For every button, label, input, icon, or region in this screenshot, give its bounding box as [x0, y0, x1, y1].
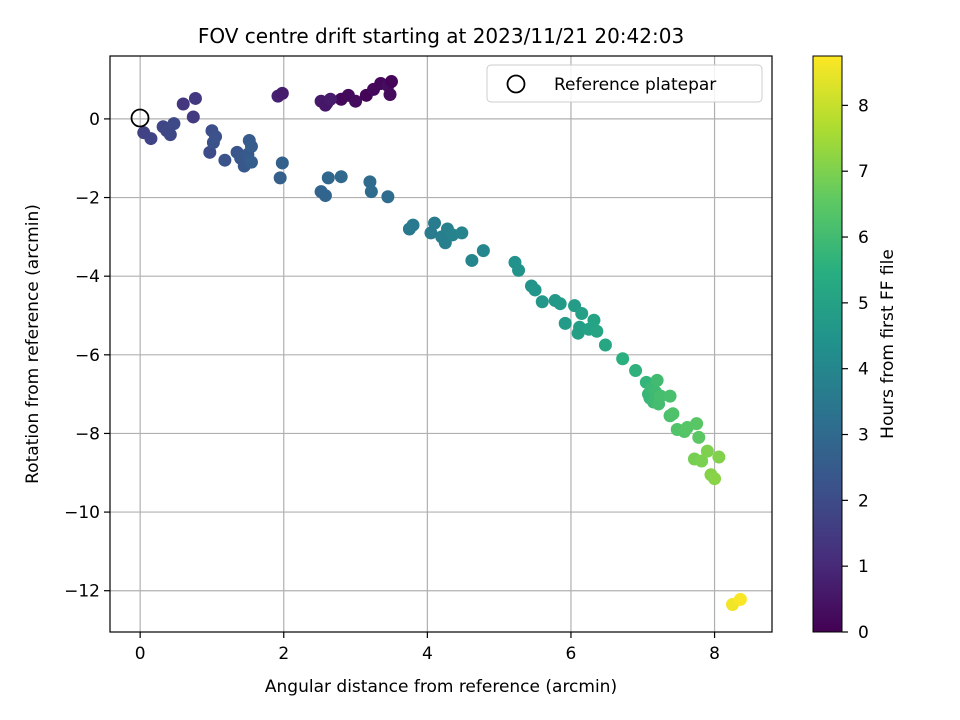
data-point	[424, 226, 438, 240]
grid	[110, 56, 772, 632]
data-point	[587, 313, 601, 327]
data-point	[144, 132, 158, 146]
colorbar-tick-label: 1	[858, 557, 869, 577]
data-point	[571, 326, 585, 340]
legend: Reference platepar	[486, 64, 763, 103]
data-point	[455, 226, 469, 240]
data-point	[616, 352, 630, 366]
colorbar-tick-label: 7	[858, 162, 869, 182]
y-axis-label: Rotation from reference (arcmin)	[23, 204, 43, 484]
data-point	[406, 218, 420, 232]
data-point	[167, 117, 181, 131]
colorbar-label: Hours from first FF file	[878, 249, 898, 439]
data-point	[476, 244, 490, 258]
data-point	[244, 139, 258, 153]
legend-box	[486, 64, 763, 103]
data-point	[690, 417, 704, 431]
data-point	[700, 444, 714, 458]
data-point	[349, 94, 363, 108]
colorbar-tick-label: 4	[858, 360, 869, 380]
data-point	[663, 389, 677, 403]
colorbar-tick-label: 3	[858, 426, 869, 446]
x-tick-label: 0	[135, 644, 146, 664]
x-axis-label: Angular distance from reference (arcmin)	[265, 677, 617, 697]
plot-frame	[109, 55, 773, 633]
data-point	[209, 130, 223, 144]
data-point	[575, 307, 589, 321]
data-point	[465, 253, 479, 267]
data-point	[275, 156, 289, 170]
data-point	[321, 171, 335, 185]
data-point	[666, 407, 680, 421]
colorbar-tick-label: 6	[858, 228, 869, 248]
x-tick-label: 4	[422, 644, 433, 664]
x-axis-ticks: 0 2 4 6 8	[135, 632, 720, 664]
legend-marker	[506, 74, 526, 94]
x-tick-label: 2	[278, 644, 289, 664]
data-point	[598, 338, 612, 352]
data-points	[137, 75, 747, 611]
colorbar-tick-label: 5	[858, 294, 869, 314]
data-point	[383, 88, 397, 102]
data-point	[384, 75, 398, 89]
data-point	[654, 389, 668, 403]
data-point	[381, 190, 395, 204]
y-tick-label: −6	[75, 346, 100, 366]
data-point	[163, 128, 177, 142]
data-point	[428, 216, 442, 230]
y-tick-label: 0	[89, 110, 100, 130]
data-point	[590, 324, 604, 338]
data-point	[695, 454, 709, 468]
data-point	[650, 373, 664, 387]
colorbar-gradient	[812, 55, 843, 633]
data-point	[528, 283, 542, 297]
data-point	[712, 450, 726, 464]
y-tick-label: −10	[64, 503, 100, 523]
data-point	[692, 430, 706, 444]
colorbar-ticks: 0 1 2 3 4 5 6 7 8	[842, 96, 869, 643]
data-point	[708, 472, 722, 486]
data-point	[203, 145, 217, 159]
colorbar-tick-label: 2	[858, 491, 869, 511]
data-point	[318, 189, 332, 203]
data-point	[334, 170, 348, 184]
data-point	[512, 263, 526, 277]
x-tick-label: 8	[709, 644, 720, 664]
y-axis-ticks: 0 −2 −4 −6 −8 −10 −12	[64, 110, 110, 602]
y-tick-label: −2	[75, 189, 100, 209]
data-point	[176, 97, 190, 111]
legend-label: Reference platepar	[554, 75, 716, 95]
data-point	[363, 175, 377, 189]
y-tick-label: −12	[64, 582, 100, 602]
colorbar: 0 1 2 3 4 5 6 7 8 Hours from first FF file	[812, 55, 898, 643]
colorbar-tick-label: 8	[858, 96, 869, 116]
chart-title: FOV centre drift starting at 2023/11/21 …	[198, 24, 684, 48]
data-point	[218, 153, 232, 167]
colorbar-tick-label: 0	[858, 623, 869, 643]
data-point	[188, 91, 202, 105]
data-point	[733, 592, 747, 606]
data-point	[186, 110, 200, 124]
data-point	[364, 185, 378, 199]
data-point	[629, 364, 643, 378]
data-point	[323, 92, 337, 106]
reference-platepar-marker	[130, 108, 150, 128]
data-point	[553, 297, 567, 311]
y-tick-label: −8	[75, 424, 100, 444]
data-point	[535, 295, 549, 309]
y-tick-label: −4	[75, 267, 100, 287]
x-tick-label: 6	[566, 644, 577, 664]
data-point	[558, 316, 572, 330]
data-point	[273, 171, 287, 185]
data-point	[275, 86, 289, 100]
data-point	[244, 155, 258, 169]
